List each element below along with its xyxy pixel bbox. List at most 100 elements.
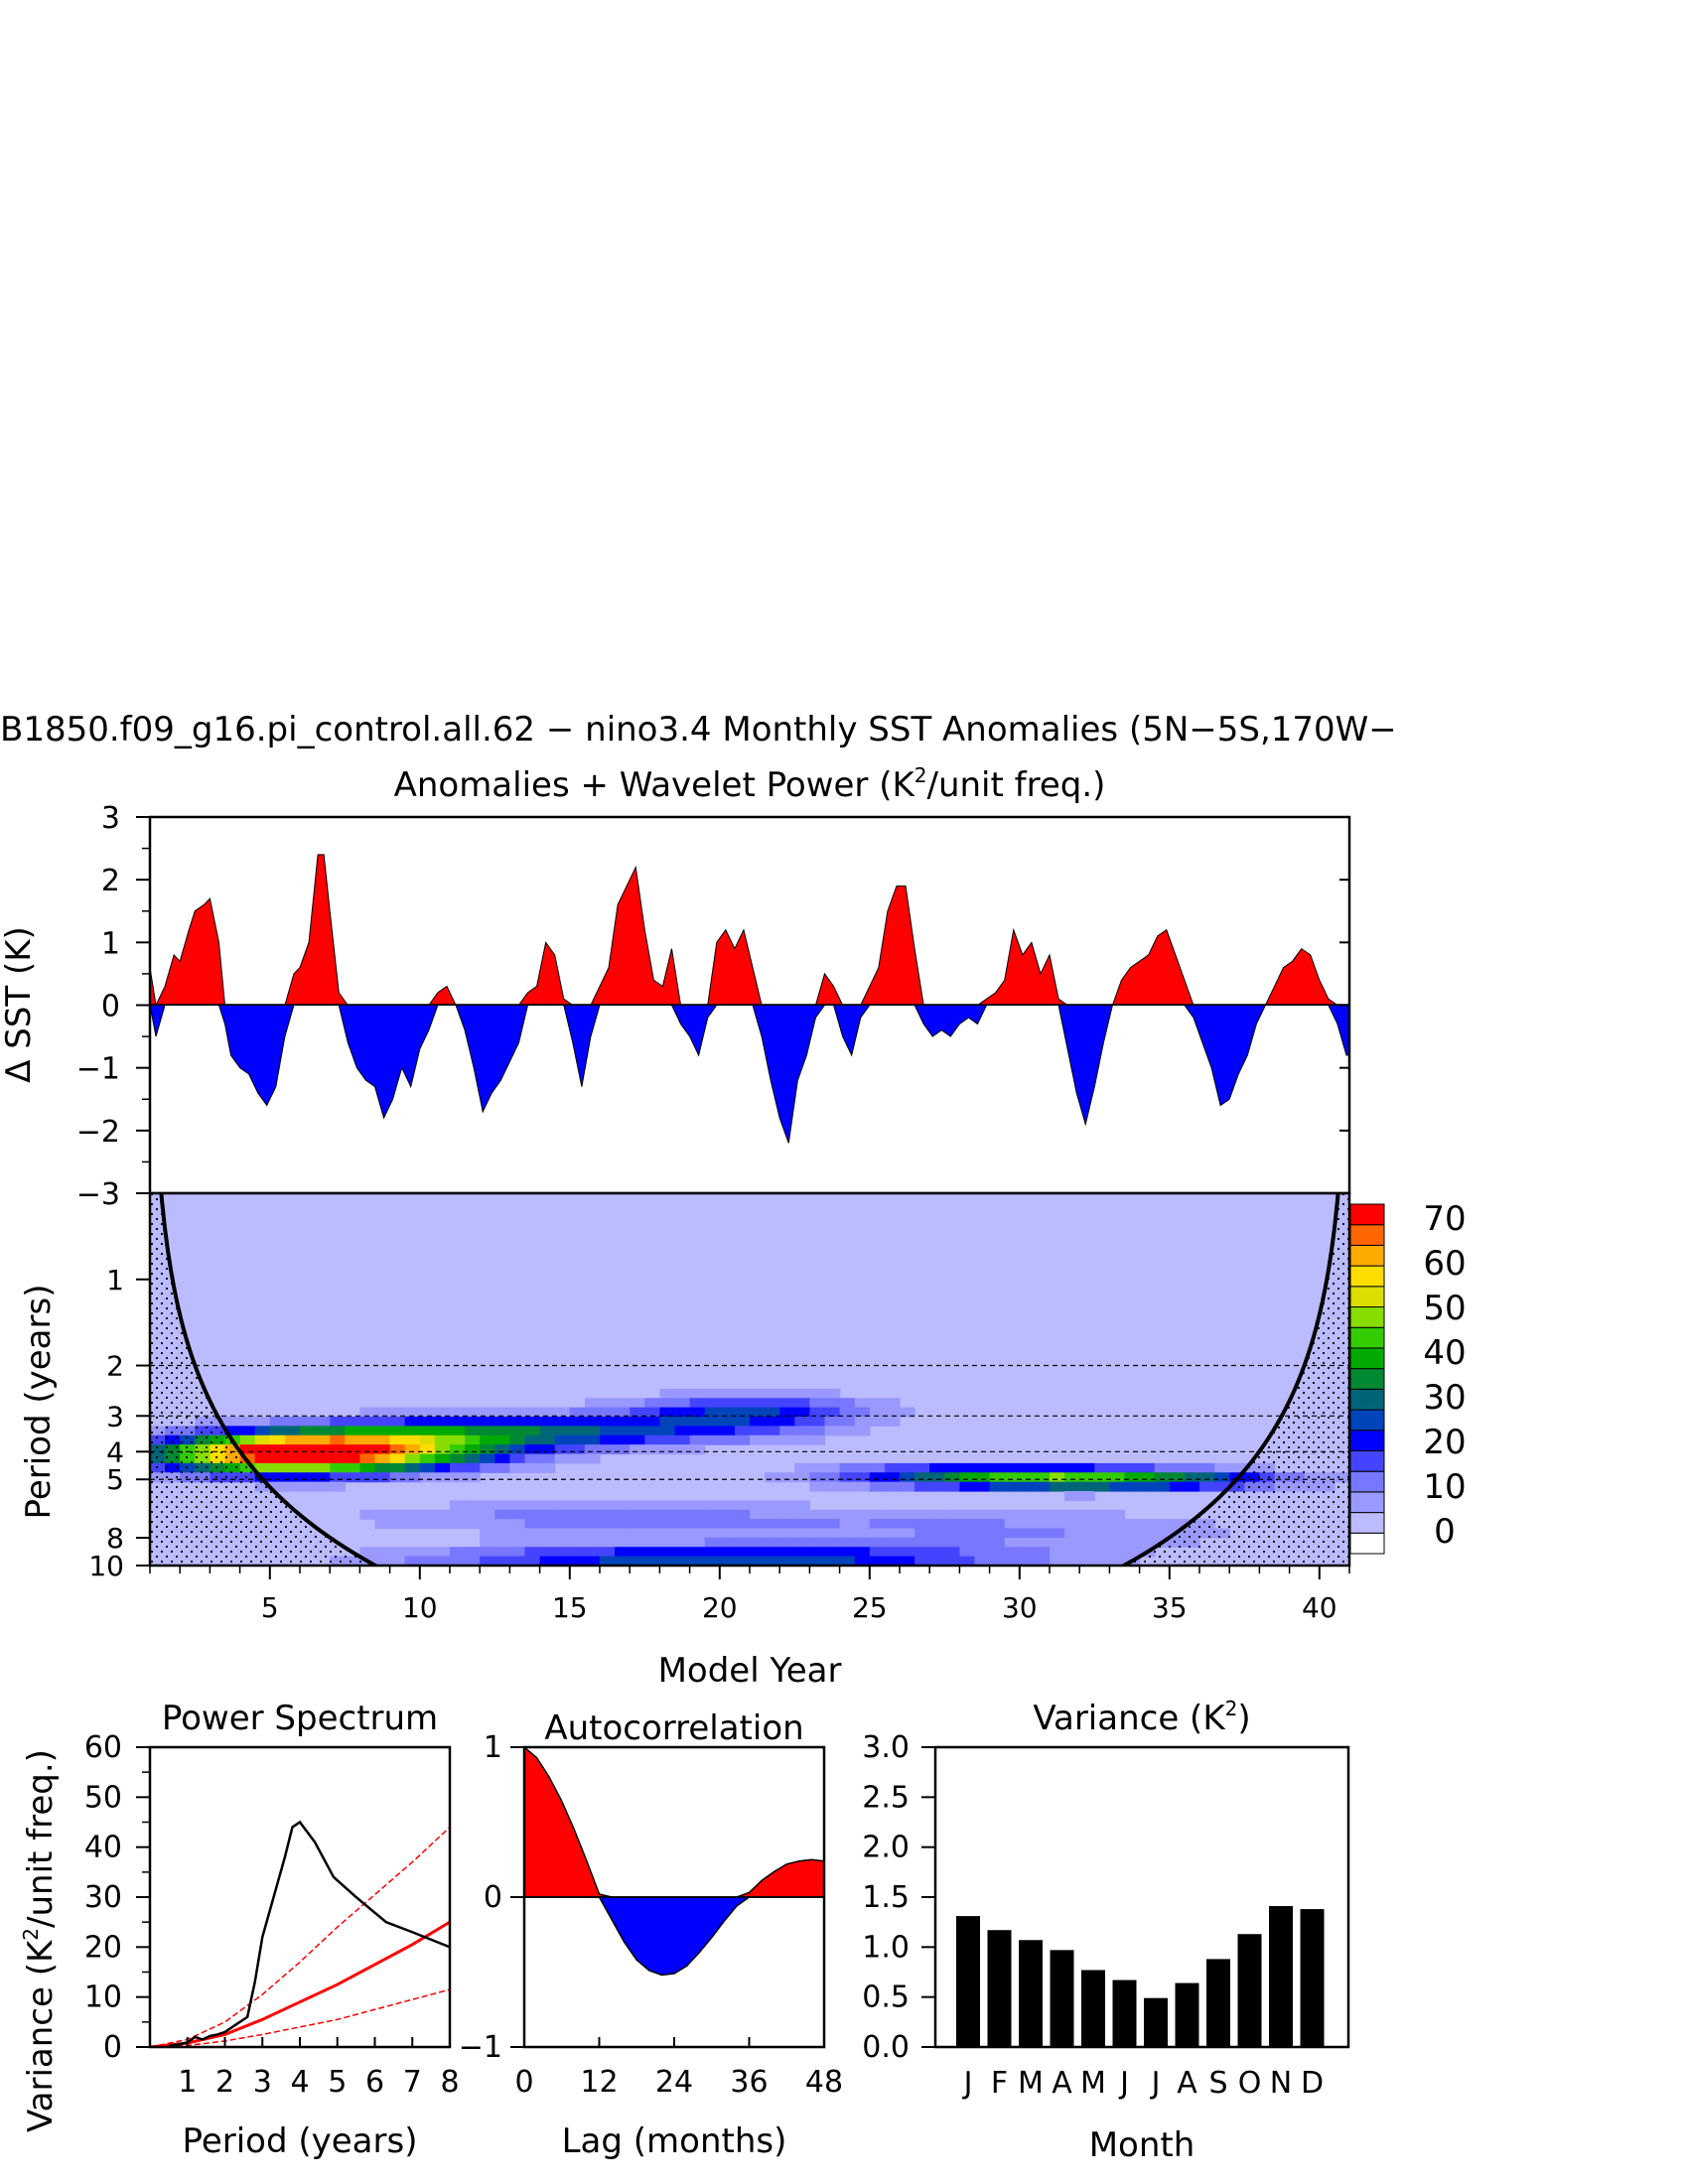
colorbar-swatch — [1349, 1347, 1385, 1370]
wavelet-cell — [1139, 1481, 1156, 1492]
autocorrelation-panel: Autocorrelation 1 0 −1 0 12 24 36 48 Lag (mont… — [459, 1708, 843, 2161]
cone-of-influence-line — [159, 1193, 1340, 1566]
wavelet-cell — [465, 1434, 481, 1445]
wavelet-cell — [869, 1509, 886, 1520]
wavelet-cell — [944, 1547, 960, 1558]
wavelet-cell — [359, 1434, 376, 1445]
wavelet-cell — [704, 1547, 721, 1558]
wavelet-cell — [539, 1528, 556, 1539]
wavelet-cell — [419, 1509, 436, 1520]
colorbar-swatch — [1349, 1409, 1385, 1432]
wavelet-cell — [600, 1528, 616, 1539]
wavelet-cell — [330, 1444, 346, 1455]
wavelet-cell — [404, 1426, 421, 1436]
wavelet-cell — [900, 1407, 915, 1418]
wavelet-cell — [1079, 1472, 1095, 1483]
wavelet-cell — [719, 1528, 736, 1539]
wavelet-cell — [1124, 1528, 1141, 1539]
variance-y-tick-label: 2.0 — [862, 1831, 910, 1865]
wavelet-cell — [824, 1462, 841, 1473]
wavelet-cell — [524, 1462, 541, 1473]
wavelet-cell — [389, 1519, 406, 1530]
wavelet-cell — [734, 1556, 751, 1566]
wavelet-cell — [450, 1472, 466, 1483]
wavelet-cell — [1004, 1472, 1021, 1483]
wavelet-cell — [765, 1547, 780, 1558]
wavelet-cell — [689, 1426, 706, 1436]
wavelet-cell — [689, 1556, 706, 1566]
wavelet-cell — [884, 1509, 901, 1520]
wavelet-cell — [779, 1528, 795, 1539]
wavelet-cell — [509, 1556, 526, 1566]
figure-title-line1: B1850.f09_g16.pi_control.all.62 − nino3.… — [0, 710, 1397, 750]
wavelet-cell — [569, 1509, 586, 1520]
wavelet-cell — [719, 1426, 736, 1436]
wavelet-cell — [389, 1426, 406, 1436]
wavelet-cell — [524, 1444, 541, 1455]
wavelet-cell — [839, 1519, 856, 1530]
wavelet-cell — [269, 1472, 286, 1483]
autocorrelation-x-tick-label: 12 — [580, 2065, 618, 2100]
wavelet-cell — [869, 1528, 886, 1539]
wavelet-cell — [269, 1434, 286, 1445]
wavelet-cell — [900, 1472, 915, 1483]
wavelet-cell — [345, 1434, 360, 1445]
colorbar-label: 70 — [1423, 1199, 1466, 1239]
wavelet-y-tick-label: 10 — [88, 1550, 124, 1582]
wavelet-cell — [1214, 1481, 1230, 1492]
wavelet-cell — [465, 1407, 481, 1418]
autocorrelation-y-tick-label: 0 — [484, 1880, 502, 1915]
wavelet-cell — [959, 1547, 976, 1558]
wavelet-cell — [254, 1462, 271, 1473]
wavelet-cell — [854, 1407, 871, 1418]
power-spectrum-x-tick-label: 6 — [365, 2065, 384, 2100]
wavelet-cell — [315, 1472, 331, 1483]
wavelet-cell — [434, 1556, 451, 1566]
anomaly-area-group — [150, 854, 1349, 1144]
wavelet-cell — [869, 1407, 886, 1418]
wavelet-cell — [794, 1547, 810, 1558]
wavelet-cell — [765, 1398, 780, 1409]
wavelet-cell — [569, 1444, 586, 1455]
wavelet-cell — [434, 1426, 451, 1436]
wavelet-cell — [419, 1453, 436, 1464]
wavelet-cell — [315, 1417, 331, 1427]
wavelet-cell — [779, 1434, 795, 1445]
positive-anomaly-area — [150, 854, 1349, 1008]
wavelet-cell — [404, 1472, 421, 1483]
wavelet-cell — [434, 1434, 451, 1445]
wavelet-cell — [989, 1472, 1006, 1483]
variance-bar — [1112, 1979, 1137, 2047]
colorbar-swatch — [1349, 1430, 1385, 1451]
wavelet-cell — [765, 1509, 780, 1520]
wavelet-cell — [854, 1398, 871, 1409]
wavelet-cell — [630, 1426, 645, 1436]
wavelet-cell — [1154, 1481, 1171, 1492]
wavelet-cell — [404, 1547, 421, 1558]
wavelet-cell — [345, 1472, 360, 1483]
wavelet-x-tick-label: 20 — [702, 1591, 738, 1624]
colorbar-swatch — [1349, 1368, 1385, 1390]
wavelet-cell — [884, 1472, 901, 1483]
wavelet-cell — [509, 1537, 526, 1548]
colorbar-swatch — [1349, 1326, 1385, 1349]
wavelet-cell — [794, 1519, 810, 1530]
wavelet-cell — [450, 1462, 466, 1473]
wavelet-cell — [959, 1519, 976, 1530]
wavelet-cell — [944, 1556, 960, 1566]
wavelet-cell — [779, 1426, 795, 1436]
wavelet-cell — [554, 1426, 571, 1436]
wavelet-cell — [600, 1407, 616, 1418]
wavelet-cell — [989, 1547, 1006, 1558]
wavelet-cell — [494, 1453, 510, 1464]
wavelet-cell — [615, 1556, 631, 1566]
wavelet-cell — [1094, 1519, 1110, 1530]
wavelet-cell — [914, 1509, 930, 1520]
wavelet-cell — [704, 1519, 721, 1530]
wavelet-cell — [974, 1556, 991, 1566]
wavelet-cell — [884, 1528, 901, 1539]
wavelet-cell — [1169, 1519, 1186, 1530]
wavelet-cell — [704, 1407, 721, 1418]
power-spectrum-x-tick-label: 8 — [440, 2065, 459, 2100]
wavelet-cell — [869, 1462, 886, 1473]
